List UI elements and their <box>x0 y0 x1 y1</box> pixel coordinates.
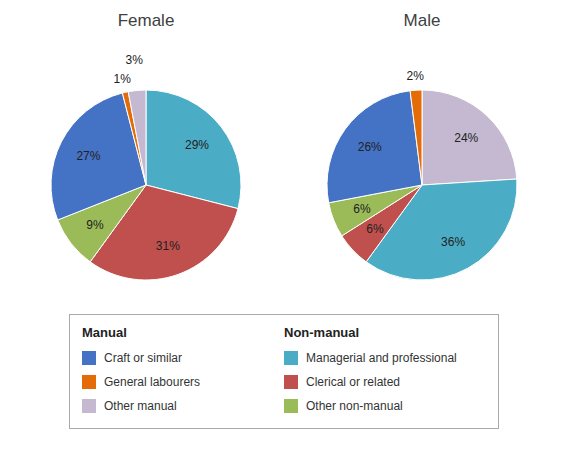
svg-text:24%: 24% <box>454 131 478 145</box>
svg-text:36%: 36% <box>441 235 465 249</box>
html-text:Other non-manual: Other non-manual <box>306 399 403 413</box>
html-text:Manual: Manual <box>82 325 127 340</box>
svg-text:9%: 9% <box>86 218 104 232</box>
html-text:Female: Female <box>117 11 175 30</box>
svg-text:2%: 2% <box>406 69 424 83</box>
html-text:Clerical or related: Clerical or related <box>306 375 400 389</box>
html-text:Managerial and professional: Managerial and professional <box>306 351 457 365</box>
html-text:Other manual: Other manual <box>104 399 177 413</box>
svg-text:3%: 3% <box>125 53 143 67</box>
svg-text:6%: 6% <box>366 222 384 236</box>
svg-text:6%: 6% <box>353 202 371 216</box>
svg-text:29%: 29% <box>185 138 209 152</box>
html-text:General labourers: General labourers <box>104 375 201 389</box>
svg-text:1%: 1% <box>114 72 132 86</box>
svg-text:26%: 26% <box>358 140 382 154</box>
svg-text:27%: 27% <box>76 149 100 163</box>
html-text:Craft or similar: Craft or similar <box>104 351 182 365</box>
html-text:Non-manual: Non-manual <box>284 325 360 340</box>
html-text:Male: Male <box>403 11 441 30</box>
svg-text:31%: 31% <box>156 239 180 253</box>
